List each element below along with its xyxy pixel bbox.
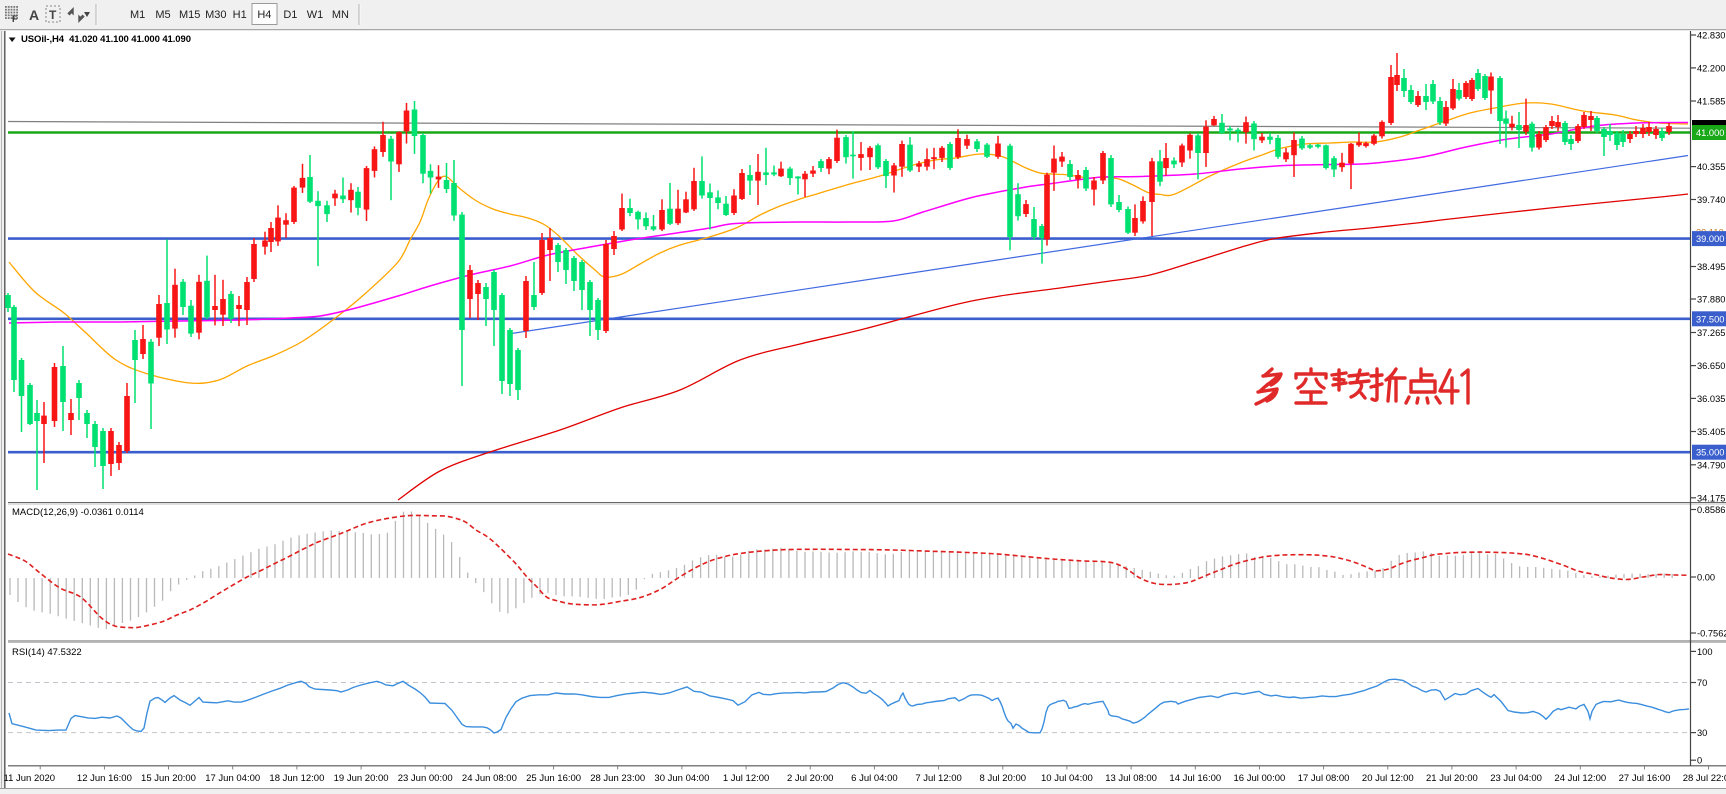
svg-text:2 Jul 20:00: 2 Jul 20:00 — [787, 773, 833, 784]
svg-text:36.650: 36.650 — [1697, 361, 1725, 371]
svg-text:0: 0 — [1697, 756, 1702, 766]
svg-text:28 Jul 22:00: 28 Jul 22:00 — [1683, 773, 1726, 784]
svg-text:16 Jul 00:00: 16 Jul 00:00 — [1234, 773, 1286, 784]
svg-text:M15: M15 — [179, 9, 200, 21]
svg-text:35.405: 35.405 — [1697, 427, 1725, 437]
svg-text:7 Jul 12:00: 7 Jul 12:00 — [915, 773, 961, 784]
svg-text:H4: H4 — [257, 9, 271, 21]
svg-text:H1: H1 — [233, 9, 247, 21]
svg-text:34.175: 34.175 — [1697, 493, 1725, 503]
svg-text:RSI(14) 47.5322: RSI(14) 47.5322 — [12, 647, 82, 658]
svg-text:30: 30 — [1697, 728, 1707, 738]
svg-text:37.265: 37.265 — [1697, 328, 1725, 338]
svg-text:37.880: 37.880 — [1697, 295, 1725, 305]
svg-text:39.000: 39.000 — [1696, 234, 1724, 244]
svg-text:40.355: 40.355 — [1697, 162, 1725, 172]
svg-text:41.585: 41.585 — [1697, 97, 1725, 107]
svg-text:M30: M30 — [205, 9, 226, 21]
svg-text:1 Jul 12:00: 1 Jul 12:00 — [723, 773, 769, 784]
svg-text:15 Jun 20:00: 15 Jun 20:00 — [141, 773, 196, 784]
svg-text:-0.7562: -0.7562 — [1697, 629, 1726, 639]
svg-text:100: 100 — [1697, 647, 1713, 657]
svg-text:17 Jun 04:00: 17 Jun 04:00 — [205, 773, 260, 784]
svg-text:MACD(12,26,9) -0.0361 0.0114: MACD(12,26,9) -0.0361 0.0114 — [12, 507, 144, 518]
svg-text:12 Jun 16:00: 12 Jun 16:00 — [77, 773, 132, 784]
svg-text:23 Jul 04:00: 23 Jul 04:00 — [1490, 773, 1542, 784]
svg-text:13 Jul 08:00: 13 Jul 08:00 — [1105, 773, 1157, 784]
svg-text:D1: D1 — [283, 9, 297, 21]
svg-text:41.000: 41.000 — [1696, 128, 1724, 138]
svg-text:19 Jun 20:00: 19 Jun 20:00 — [334, 773, 389, 784]
svg-text:23 Jun 00:00: 23 Jun 00:00 — [398, 773, 453, 784]
svg-text:27 Jul 16:00: 27 Jul 16:00 — [1619, 773, 1671, 784]
svg-text:34.790: 34.790 — [1697, 460, 1725, 470]
svg-text:24 Jul 12:00: 24 Jul 12:00 — [1554, 773, 1606, 784]
svg-text:0.8586: 0.8586 — [1697, 505, 1725, 515]
svg-text:35.000: 35.000 — [1696, 448, 1724, 458]
svg-text:42.200: 42.200 — [1697, 63, 1725, 73]
svg-text:18 Jun 12:00: 18 Jun 12:00 — [269, 773, 324, 784]
svg-text:20 Jul 12:00: 20 Jul 12:00 — [1362, 773, 1414, 784]
svg-text:25 Jun 16:00: 25 Jun 16:00 — [526, 773, 581, 784]
svg-text:MN: MN — [332, 9, 349, 21]
svg-text:A: A — [29, 7, 39, 23]
svg-text:38.495: 38.495 — [1697, 262, 1725, 272]
svg-text:36.035: 36.035 — [1697, 394, 1725, 404]
svg-text:42.830: 42.830 — [1697, 31, 1725, 41]
svg-text:6 Jul 04:00: 6 Jul 04:00 — [851, 773, 897, 784]
svg-text:37.500: 37.500 — [1696, 314, 1724, 324]
svg-text:30 Jun 04:00: 30 Jun 04:00 — [654, 773, 709, 784]
svg-text:0.00: 0.00 — [1697, 573, 1715, 583]
svg-text:17 Jul 08:00: 17 Jul 08:00 — [1298, 773, 1350, 784]
svg-text:39.740: 39.740 — [1697, 195, 1725, 205]
svg-text:8 Jul 20:00: 8 Jul 20:00 — [980, 773, 1026, 784]
svg-text:W1: W1 — [307, 9, 324, 21]
svg-text:F: F — [12, 14, 18, 24]
svg-text:11 Jun 2020: 11 Jun 2020 — [4, 773, 56, 784]
svg-text:70: 70 — [1697, 678, 1707, 688]
svg-text:10 Jul 04:00: 10 Jul 04:00 — [1041, 773, 1093, 784]
svg-text:USOil-,H4 41.020 41.100 41.00: USOil-,H4 41.020 41.100 41.000 41.090 — [21, 34, 191, 45]
svg-text:28 Jun 23:00: 28 Jun 23:00 — [590, 773, 645, 784]
svg-text:M5: M5 — [155, 9, 170, 21]
svg-text:M1: M1 — [130, 9, 145, 21]
svg-text:24 Jun 08:00: 24 Jun 08:00 — [462, 773, 517, 784]
svg-text:T: T — [49, 8, 57, 22]
svg-text:14 Jul 16:00: 14 Jul 16:00 — [1169, 773, 1221, 784]
svg-text:21 Jul 20:00: 21 Jul 20:00 — [1426, 773, 1478, 784]
